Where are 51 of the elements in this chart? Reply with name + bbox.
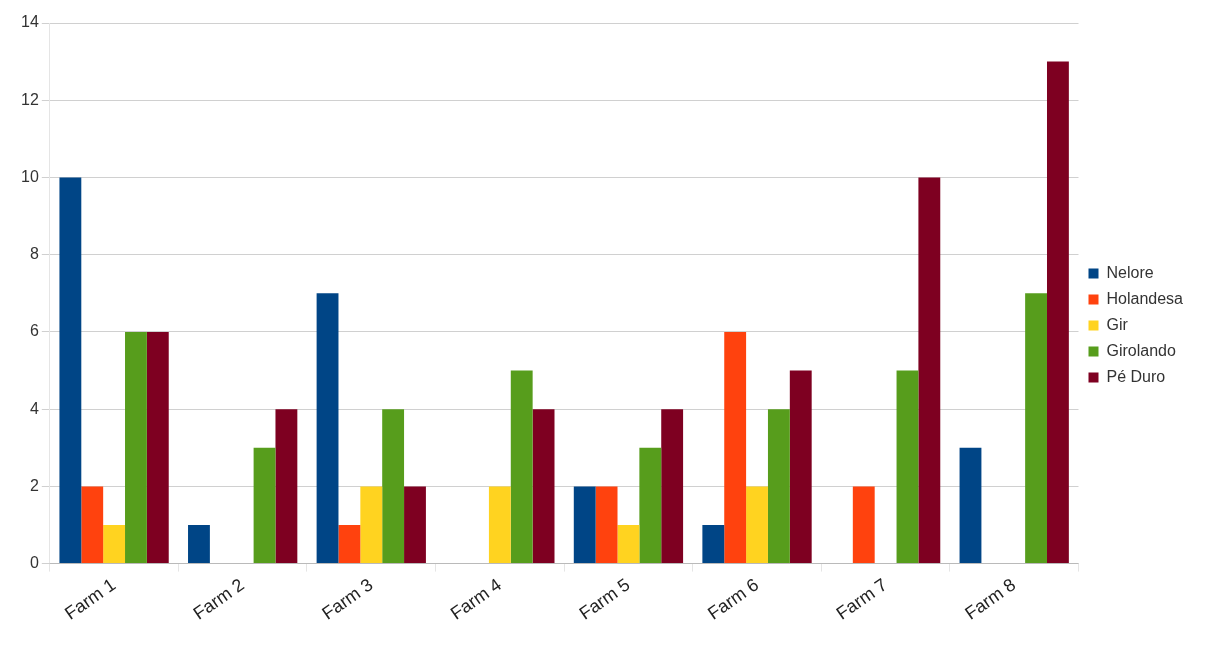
- bar: [146, 331, 169, 564]
- bar: [382, 409, 405, 564]
- bar: [1025, 293, 1047, 564]
- y-tick-label: 10: [21, 167, 39, 185]
- bar: [404, 486, 426, 564]
- x-tick-label: Farm 4: [446, 574, 505, 624]
- bar: [617, 524, 640, 564]
- bar: [702, 524, 725, 564]
- x-tick-label: Farm 2: [189, 574, 248, 624]
- bar: [639, 447, 662, 564]
- y-tick-label: 14: [21, 13, 39, 31]
- legend-label: Pé Duro: [1106, 367, 1166, 385]
- bar: [253, 447, 276, 564]
- bar: [1047, 61, 1069, 564]
- bar: [959, 447, 982, 564]
- bar: [573, 486, 596, 564]
- bar: [767, 409, 790, 564]
- bar: [724, 331, 747, 564]
- y-tick-label: 8: [29, 245, 39, 263]
- bar: [661, 409, 684, 564]
- legend-label: Nelore: [1106, 263, 1154, 281]
- bar: [81, 486, 104, 564]
- bar: [316, 293, 339, 564]
- bar: [59, 177, 82, 564]
- legend-label: Holandesa: [1106, 289, 1184, 307]
- bar: [532, 409, 555, 564]
- bar: [595, 486, 618, 564]
- bar: [103, 524, 126, 564]
- bar: [338, 524, 361, 564]
- y-tick-label: 2: [29, 476, 39, 494]
- bar: [125, 331, 147, 564]
- x-tick-label: Farm 7: [832, 574, 891, 624]
- bar: [510, 370, 533, 564]
- bar: [188, 524, 210, 564]
- y-tick-label: 0: [29, 554, 39, 572]
- bar: [789, 370, 812, 564]
- bar: [852, 486, 875, 564]
- bar: [275, 409, 298, 564]
- legend-label: Gir: [1106, 315, 1129, 333]
- x-tick-label: Farm 1: [61, 574, 120, 624]
- y-tick-label: 4: [29, 399, 39, 417]
- x-tick-label: Farm 5: [575, 574, 634, 624]
- y-tick-label: 12: [21, 90, 39, 108]
- bar: [746, 486, 768, 564]
- y-tick-label: 6: [29, 322, 39, 340]
- bar: [896, 370, 919, 564]
- x-tick-label: Farm 6: [704, 574, 763, 624]
- bar: [918, 177, 941, 564]
- bar: [488, 486, 511, 564]
- bar: [360, 486, 383, 564]
- legend-label: Girolando: [1106, 341, 1176, 359]
